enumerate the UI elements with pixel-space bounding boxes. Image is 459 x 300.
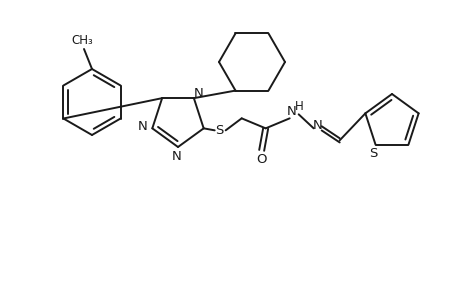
Text: N: N — [137, 120, 147, 133]
Text: O: O — [256, 153, 266, 166]
Text: S: S — [215, 124, 224, 137]
Text: N: N — [194, 87, 203, 100]
Text: N: N — [312, 119, 322, 132]
Text: H: H — [295, 100, 303, 113]
Text: N: N — [286, 105, 296, 118]
Text: CH₃: CH₃ — [71, 34, 93, 46]
Text: S: S — [369, 147, 377, 160]
Text: N: N — [172, 149, 181, 163]
